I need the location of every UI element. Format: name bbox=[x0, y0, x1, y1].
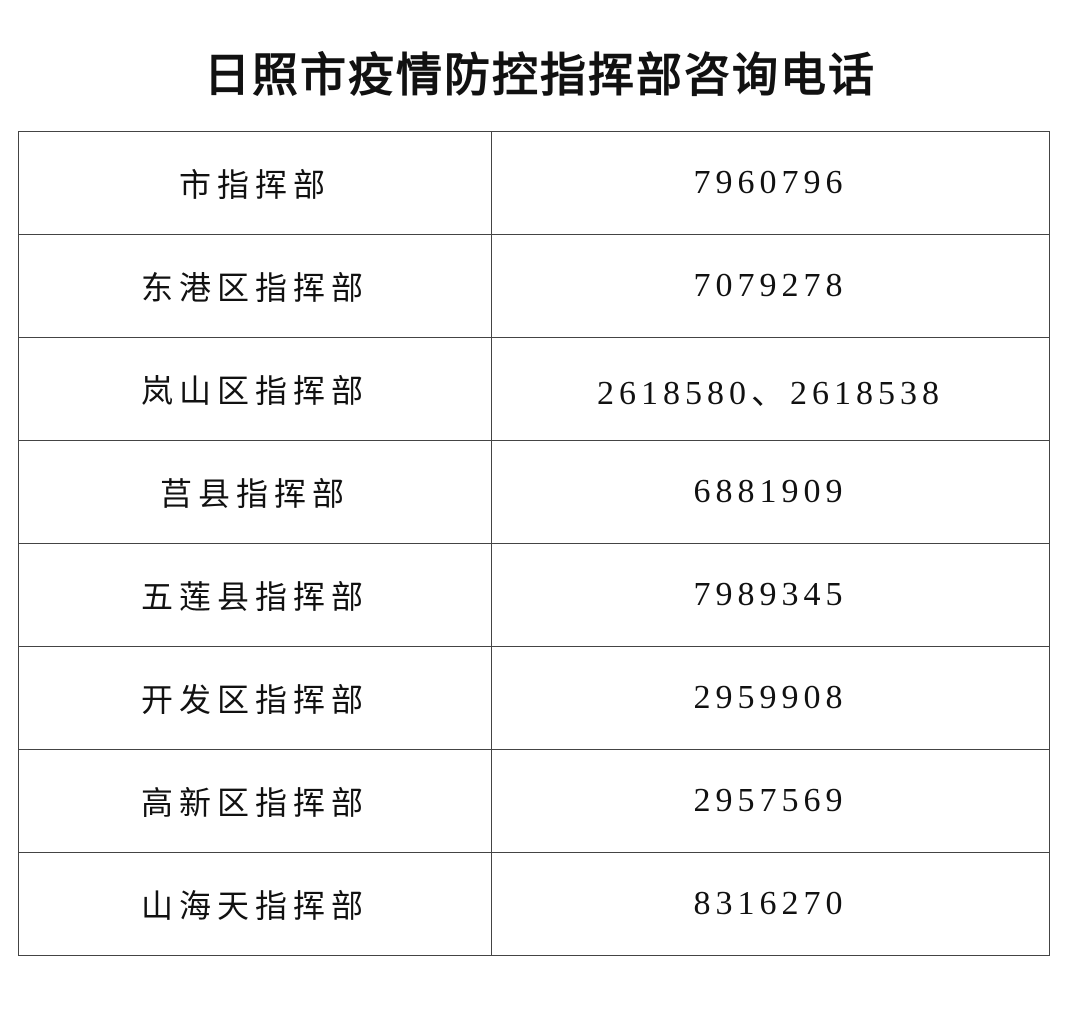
table-row: 莒县指挥部 6881909 bbox=[18, 440, 1050, 544]
command-name: 五莲县指挥部 bbox=[18, 543, 492, 647]
table-row: 市指挥部 7960796 bbox=[18, 131, 1050, 235]
phone-number: 2957569 bbox=[491, 749, 1050, 853]
table-row: 五莲县指挥部 7989345 bbox=[18, 543, 1050, 647]
phone-number: 7989345 bbox=[491, 543, 1050, 647]
phone-number: 8316270 bbox=[491, 852, 1050, 956]
command-name: 开发区指挥部 bbox=[18, 646, 492, 750]
phone-number: 7079278 bbox=[491, 234, 1050, 338]
table-row: 东港区指挥部 7079278 bbox=[18, 234, 1050, 338]
command-name: 山海天指挥部 bbox=[18, 852, 492, 956]
phone-number: 7960796 bbox=[491, 131, 1050, 235]
command-name: 市指挥部 bbox=[18, 131, 492, 235]
contact-table: 市指挥部 7960796 东港区指挥部 7079278 岚山区指挥部 2618580、26… bbox=[18, 131, 1050, 956]
command-name: 高新区指挥部 bbox=[18, 749, 492, 853]
command-name: 莒县指挥部 bbox=[18, 440, 492, 544]
phone-number: 2959908 bbox=[491, 646, 1050, 750]
table-row: 高新区指挥部 2957569 bbox=[18, 749, 1050, 853]
table-row: 山海天指挥部 8316270 bbox=[18, 852, 1050, 956]
command-name: 岚山区指挥部 bbox=[18, 337, 492, 441]
table-row: 岚山区指挥部 2618580、2618538 bbox=[18, 337, 1050, 441]
phone-number: 2618580、2618538 bbox=[491, 337, 1050, 441]
table-row: 开发区指挥部 2959908 bbox=[18, 646, 1050, 750]
command-name: 东港区指挥部 bbox=[18, 234, 492, 338]
document-title: 日照市疫情防控指挥部咨询电话 bbox=[204, 48, 876, 102]
phone-number: 6881909 bbox=[491, 440, 1050, 544]
